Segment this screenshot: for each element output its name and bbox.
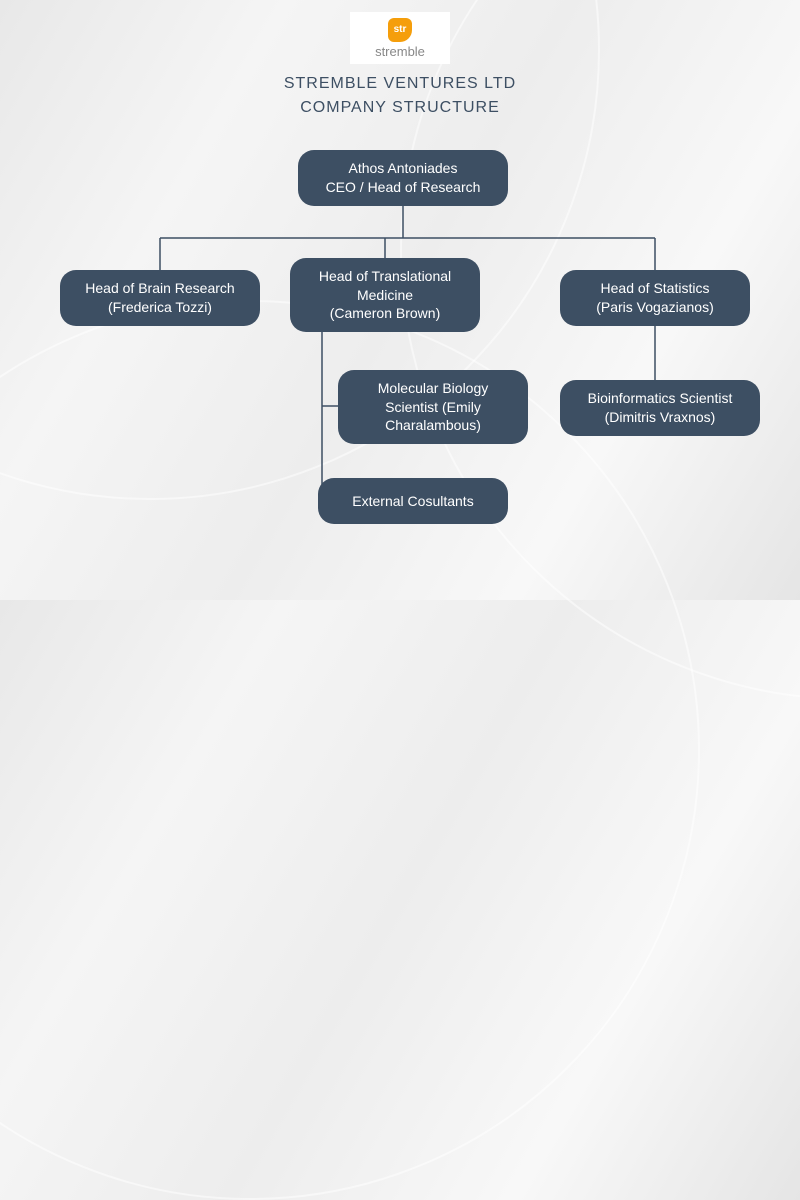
title-line-1: STREMBLE VENTURES LTD	[0, 72, 800, 96]
node-ceo-line1: Athos Antoniades	[326, 159, 481, 178]
node-transmed-line3: (Cameron Brown)	[319, 304, 451, 323]
node-ceo: Athos Antoniades CEO / Head of Research	[298, 150, 508, 206]
node-extcons: External Cosultants	[318, 478, 508, 524]
node-stats-line1: Head of Statistics	[596, 279, 714, 298]
node-extcons-line1: External Cosultants	[352, 492, 473, 511]
node-ceo-line2: CEO / Head of Research	[326, 178, 481, 197]
node-molbio-line1: Molecular Biology	[378, 379, 489, 398]
logo-mark-icon: str	[388, 18, 412, 42]
page-title: STREMBLE VENTURES LTD COMPANY STRUCTURE	[0, 72, 800, 120]
node-stats-line2: (Paris Vogazianos)	[596, 298, 714, 317]
node-brain-line1: Head of Brain Research	[85, 279, 234, 298]
node-bioinfo-line2: (Dimitris Vraxnos)	[588, 408, 733, 427]
logo: str stremble	[350, 12, 450, 64]
node-brain-line2: (Frederica Tozzi)	[85, 298, 234, 317]
logo-brand-text: stremble	[375, 44, 425, 59]
node-bioinfo-line1: Bioinformatics Scientist	[588, 389, 733, 408]
node-stats: Head of Statistics (Paris Vogazianos)	[560, 270, 750, 326]
title-line-2: COMPANY STRUCTURE	[0, 96, 800, 120]
node-brain: Head of Brain Research (Frederica Tozzi)	[60, 270, 260, 326]
node-molbio-line3: Charalambous)	[378, 416, 489, 435]
node-molbio: Molecular Biology Scientist (Emily Chara…	[338, 370, 528, 444]
node-transmed: Head of Translational Medicine (Cameron …	[290, 258, 480, 332]
node-transmed-line2: Medicine	[319, 286, 451, 305]
node-transmed-line1: Head of Translational	[319, 267, 451, 286]
node-bioinfo: Bioinformatics Scientist (Dimitris Vraxn…	[560, 380, 760, 436]
node-molbio-line2: Scientist (Emily	[378, 398, 489, 417]
